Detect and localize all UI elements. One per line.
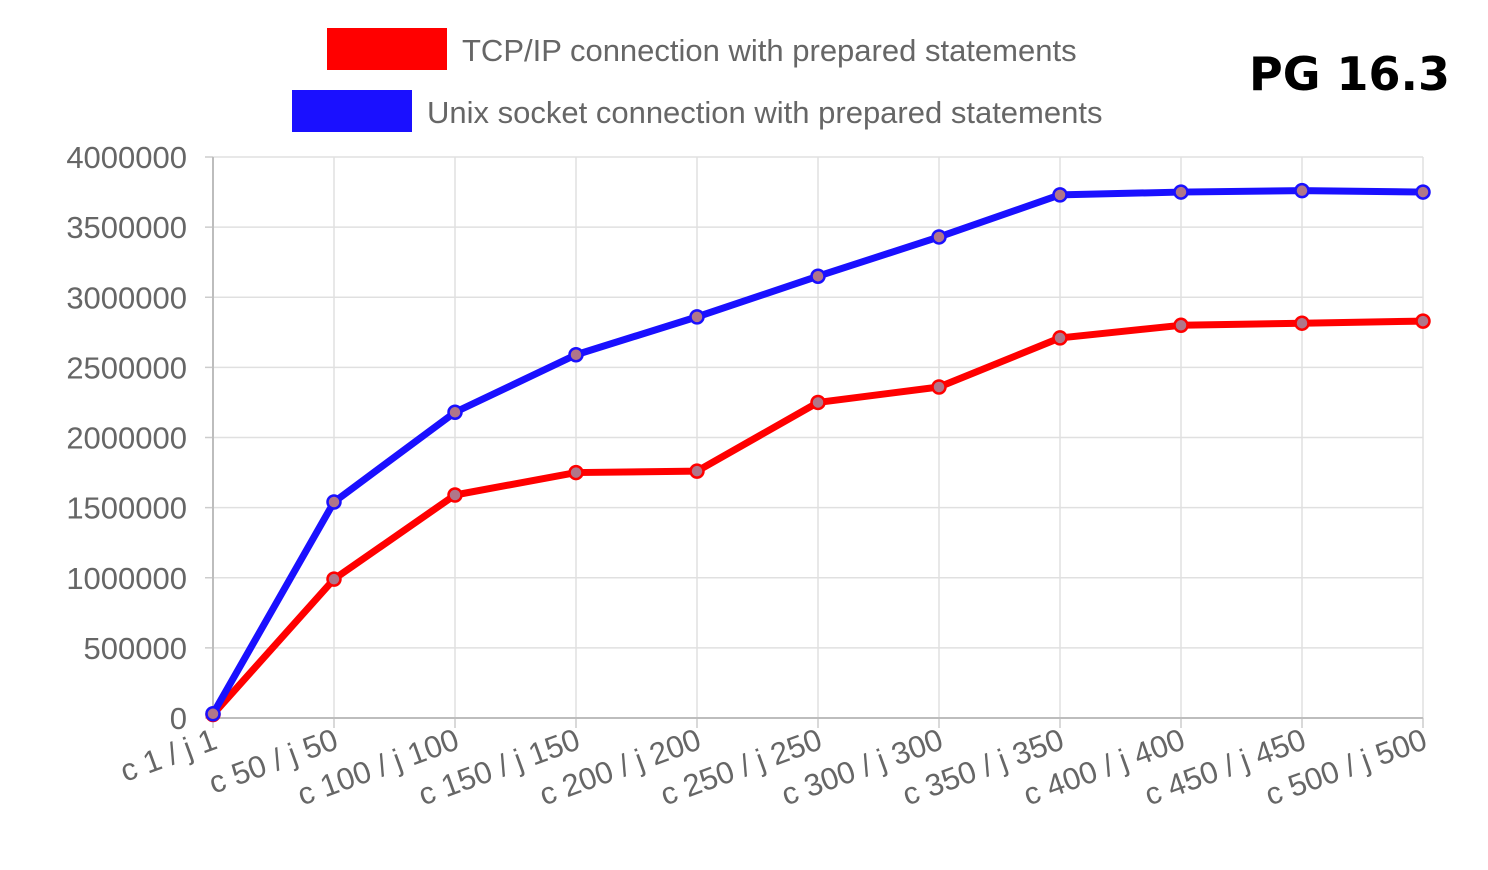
data-point (568, 464, 584, 481)
data-point (931, 229, 947, 245)
y-tick-label: 500000 (84, 631, 187, 666)
y-tick-label: 1000000 (66, 561, 187, 596)
version-badge: PG 16.3 (1249, 47, 1450, 101)
legend-label-2: Unix socket connection with prepared sta… (427, 95, 1102, 130)
data-point (1294, 182, 1310, 199)
y-axis-tick-labels: 0 500000 1000000 1500000 2000000 2500000 30000… (66, 140, 187, 736)
y-tick-label: 2000000 (66, 421, 187, 456)
data-point (1173, 317, 1189, 334)
y-tick-label: 1500000 (66, 491, 187, 526)
data-point (1294, 315, 1310, 331)
y-tick-label: 3500000 (66, 210, 187, 245)
y-tick-label: 4000000 (66, 140, 187, 175)
data-point (810, 394, 826, 411)
data-point (326, 494, 342, 510)
data-point (447, 404, 463, 421)
grid-lines (213, 156, 1424, 718)
data-point (1415, 184, 1431, 200)
y-tick-label: 2500000 (66, 350, 187, 385)
legend-label-1: TCP/IP connection with prepared statemen… (462, 33, 1077, 68)
data-point (1052, 187, 1068, 203)
legend: TCP/IP connection with prepared statemen… (292, 28, 1102, 132)
data-point (1415, 313, 1431, 329)
data-point (810, 268, 826, 284)
data-point (1052, 330, 1068, 346)
axes (205, 156, 1424, 728)
x-tick-label: c 1 / j 1 (116, 722, 222, 789)
data-point (931, 379, 947, 395)
y-tick-label: 0 (170, 701, 187, 736)
data-point (689, 309, 705, 325)
legend-swatch-1 (327, 28, 447, 70)
data-point (689, 463, 705, 479)
data-point (1173, 184, 1189, 200)
data-point (447, 487, 463, 503)
data-point (205, 706, 221, 722)
data-point (568, 347, 584, 363)
legend-swatch-2 (292, 90, 412, 132)
data-point (326, 571, 342, 587)
series-layer (205, 182, 1431, 723)
y-tick-label: 3000000 (66, 280, 187, 315)
